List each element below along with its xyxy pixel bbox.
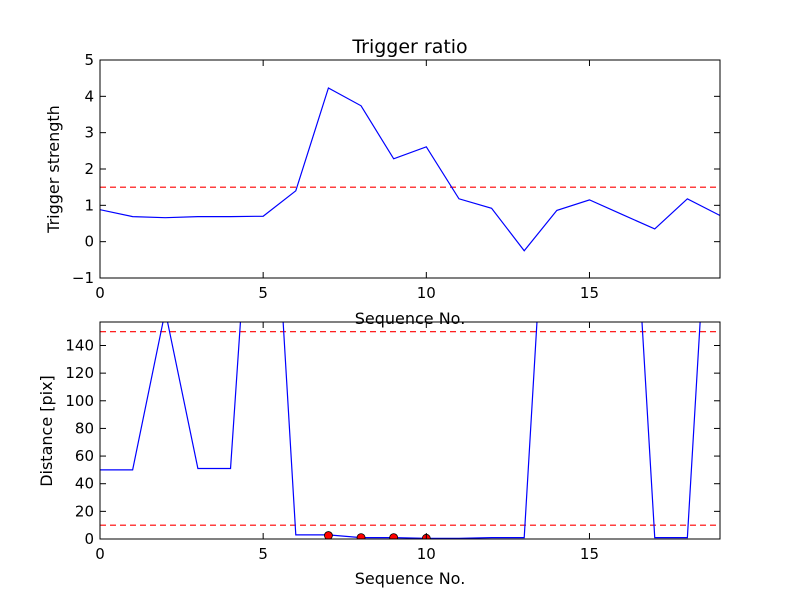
y-axis-label: Distance [pix] <box>37 375 56 487</box>
x-axis-label: Sequence No. <box>355 309 466 328</box>
x-axis-label: Sequence No. <box>355 569 466 588</box>
x-tick-label: 5 <box>258 284 268 302</box>
data-point <box>389 533 399 539</box>
distance-chart: Sequence No. Distance [pix] 0 5 10 15 0 20 40 6… <box>37 321 721 588</box>
y-tick-label: 80 <box>75 419 94 437</box>
x-tick-label: 0 <box>95 545 105 563</box>
y-tick-label: 4 <box>84 87 94 105</box>
x-tick-label: 10 <box>417 284 436 302</box>
y-tick-label: 0 <box>84 233 94 251</box>
x-tick-label: 10 <box>417 545 436 563</box>
y-tick-label: 60 <box>75 447 94 465</box>
y-tick-label: 100 <box>65 392 94 410</box>
trigger-ratio-chart: Trigger ratio Sequence No. Trigger stren… <box>44 36 721 328</box>
data-point <box>356 533 366 539</box>
y-tick-label: 3 <box>84 124 94 142</box>
plot-area <box>100 322 720 539</box>
y-tick-label: 120 <box>65 364 94 382</box>
x-tick-label: 0 <box>95 284 105 302</box>
y-tick-label: 140 <box>65 336 94 354</box>
y-tick-label: 40 <box>75 475 94 493</box>
x-tick-label: 15 <box>580 545 599 563</box>
y-tick-label: −1 <box>72 269 94 287</box>
tick-marks <box>99 322 720 540</box>
chart-title: Trigger ratio <box>351 36 467 58</box>
tick-marks <box>99 59 720 279</box>
y-tick-label: 1 <box>84 196 94 214</box>
axes-frame <box>99 321 721 540</box>
tick-labels: 0 5 10 15 0 20 40 60 80 100 120 140 <box>65 336 599 563</box>
series-line <box>100 87 720 252</box>
y-tick-label: 5 <box>84 51 94 69</box>
y-tick-label: 2 <box>84 160 94 178</box>
y-tick-label: 0 <box>84 530 94 548</box>
y-tick-label: 20 <box>75 502 94 520</box>
data-point <box>324 531 333 539</box>
x-tick-label: 15 <box>580 284 599 302</box>
axes-frame <box>99 59 721 279</box>
y-axis-label: Trigger strength <box>44 105 63 234</box>
series-line <box>100 322 701 539</box>
x-tick-label: 5 <box>258 545 268 563</box>
plot-area <box>100 87 720 252</box>
